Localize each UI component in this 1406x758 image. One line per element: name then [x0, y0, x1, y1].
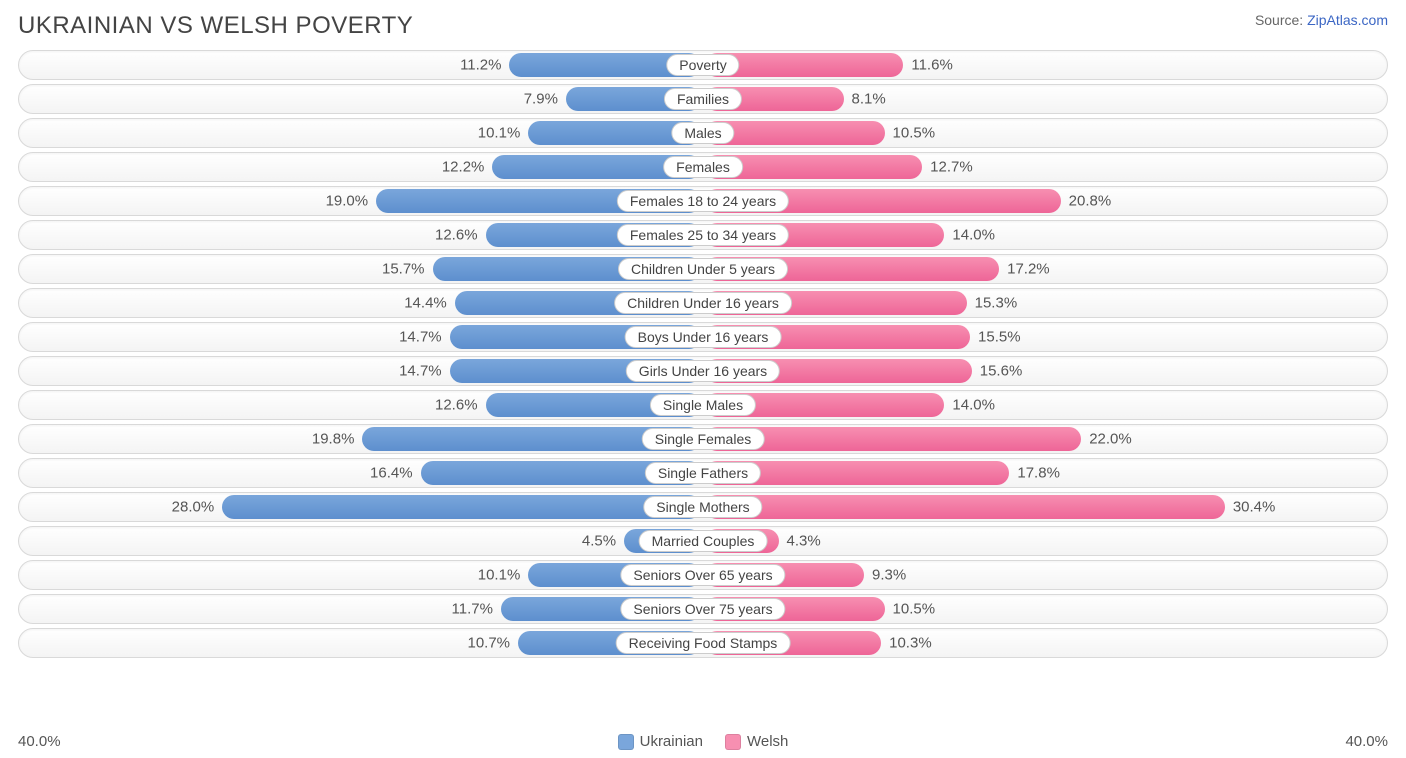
- axis-max-right: 40.0%: [1345, 733, 1388, 750]
- value-label-right: 10.5%: [885, 601, 936, 618]
- value-label-left: 10.1%: [478, 567, 529, 584]
- value-label-right: 15.3%: [967, 295, 1018, 312]
- value-label-left: 12.2%: [442, 159, 493, 176]
- value-label-left: 28.0%: [172, 499, 223, 516]
- value-label-right: 20.8%: [1061, 193, 1112, 210]
- category-label: Females: [663, 156, 743, 178]
- value-label-left: 14.4%: [404, 295, 455, 312]
- value-label-left: 19.8%: [312, 431, 363, 448]
- legend-item-left: Ukrainian: [618, 733, 703, 750]
- legend-label-left: Ukrainian: [640, 733, 703, 750]
- bar-row: 15.7% 17.2% Children Under 5 years: [18, 254, 1388, 284]
- value-label-left: 10.7%: [467, 635, 518, 652]
- bar-row: 19.8% 22.0% Single Females: [18, 424, 1388, 454]
- chart-container: UKRAINIAN VS WELSH POVERTY Source: ZipAt…: [0, 0, 1406, 758]
- bar-row: 16.4% 17.8% Single Fathers: [18, 458, 1388, 488]
- category-label: Boys Under 16 years: [625, 326, 782, 348]
- value-label-left: 14.7%: [399, 363, 450, 380]
- category-label: Females 25 to 34 years: [617, 224, 789, 246]
- value-label-left: 11.7%: [452, 601, 501, 618]
- bar-row: 14.4% 15.3% Children Under 16 years: [18, 288, 1388, 318]
- category-label: Children Under 16 years: [614, 292, 792, 314]
- value-label-right: 8.1%: [844, 91, 886, 108]
- bar-row: 10.1% 10.5% Males: [18, 118, 1388, 148]
- value-label-right: 12.7%: [922, 159, 973, 176]
- value-label-right: 11.6%: [903, 57, 952, 74]
- value-label-right: 22.0%: [1081, 431, 1132, 448]
- category-label: Single Fathers: [645, 462, 761, 484]
- value-label-left: 10.1%: [478, 125, 529, 142]
- value-label-left: 15.7%: [382, 261, 433, 278]
- category-label: Families: [664, 88, 742, 110]
- bar-row: 12.6% 14.0% Females 25 to 34 years: [18, 220, 1388, 250]
- value-label-left: 7.9%: [524, 91, 566, 108]
- value-label-left: 12.6%: [435, 227, 486, 244]
- category-label: Girls Under 16 years: [626, 360, 780, 382]
- value-label-right: 30.4%: [1225, 499, 1276, 516]
- legend-swatch-right: [725, 734, 741, 750]
- value-label-left: 16.4%: [370, 465, 421, 482]
- bar-row: 12.2% 12.7% Females: [18, 152, 1388, 182]
- value-label-right: 17.8%: [1009, 465, 1060, 482]
- category-label: Seniors Over 75 years: [620, 598, 785, 620]
- bar-row: 11.2% 11.6% Poverty: [18, 50, 1388, 80]
- bar-row: 28.0%30.4%Single Mothers: [18, 492, 1388, 522]
- bar-row: 11.7% 10.5% Seniors Over 75 years: [18, 594, 1388, 624]
- legend-item-right: Welsh: [725, 733, 788, 750]
- axis-max-left: 40.0%: [18, 733, 61, 750]
- bar-row: 10.7% 10.3% Receiving Food Stamps: [18, 628, 1388, 658]
- source-attribution: Source: ZipAtlas.com: [1255, 12, 1388, 28]
- category-label: Males: [671, 122, 734, 144]
- value-label-right: 10.3%: [881, 635, 932, 652]
- source-link[interactable]: ZipAtlas.com: [1307, 12, 1388, 28]
- value-label-right: 9.3%: [864, 567, 906, 584]
- category-label: Single Females: [642, 428, 765, 450]
- value-label-right: 17.2%: [999, 261, 1050, 278]
- bar-row: 12.6% 14.0% Single Males: [18, 390, 1388, 420]
- value-label-right: 14.0%: [944, 227, 995, 244]
- value-label-right: 15.6%: [972, 363, 1023, 380]
- legend-swatch-left: [618, 734, 634, 750]
- bar-row: 14.7% 15.6% Girls Under 16 years: [18, 356, 1388, 386]
- category-label: Poverty: [666, 54, 739, 76]
- chart-footer: 40.0% Ukrainian Welsh 40.0%: [18, 733, 1388, 750]
- bar-row: 14.7% 15.5% Boys Under 16 years: [18, 322, 1388, 352]
- chart-header: UKRAINIAN VS WELSH POVERTY Source: ZipAt…: [18, 12, 1388, 40]
- legend: Ukrainian Welsh: [618, 733, 789, 750]
- category-label: Children Under 5 years: [618, 258, 788, 280]
- bar-left: 28.0%: [222, 495, 701, 519]
- bar-row: 10.1% 9.3% Seniors Over 65 years: [18, 560, 1388, 590]
- value-label-left: 14.7%: [399, 329, 450, 346]
- bar-row: 19.0% 20.8% Females 18 to 24 years: [18, 186, 1388, 216]
- value-label-left: 12.6%: [435, 397, 486, 414]
- bar-row: 7.9% 8.1% Families: [18, 84, 1388, 114]
- value-label-left: 4.5%: [582, 533, 624, 550]
- category-label: Single Males: [650, 394, 756, 416]
- bar-right: 30.4%: [705, 495, 1225, 519]
- bar-row: 4.5% 4.3% Married Couples: [18, 526, 1388, 556]
- category-label: Females 18 to 24 years: [617, 190, 789, 212]
- value-label-right: 15.5%: [970, 329, 1021, 346]
- value-label-right: 4.3%: [779, 533, 821, 550]
- category-label: Seniors Over 65 years: [620, 564, 785, 586]
- value-label-left: 11.2%: [460, 57, 509, 74]
- value-label-right: 10.5%: [885, 125, 936, 142]
- source-prefix: Source:: [1255, 12, 1307, 28]
- category-label: Receiving Food Stamps: [616, 632, 791, 654]
- legend-label-right: Welsh: [747, 733, 788, 750]
- category-label: Married Couples: [639, 530, 768, 552]
- chart-title: UKRAINIAN VS WELSH POVERTY: [18, 12, 413, 40]
- value-label-right: 14.0%: [944, 397, 995, 414]
- category-label: Single Mothers: [643, 496, 762, 518]
- value-label-left: 19.0%: [326, 193, 377, 210]
- chart-rows: 11.2%11.6%Poverty7.9%8.1%Families10.1%10…: [18, 50, 1388, 727]
